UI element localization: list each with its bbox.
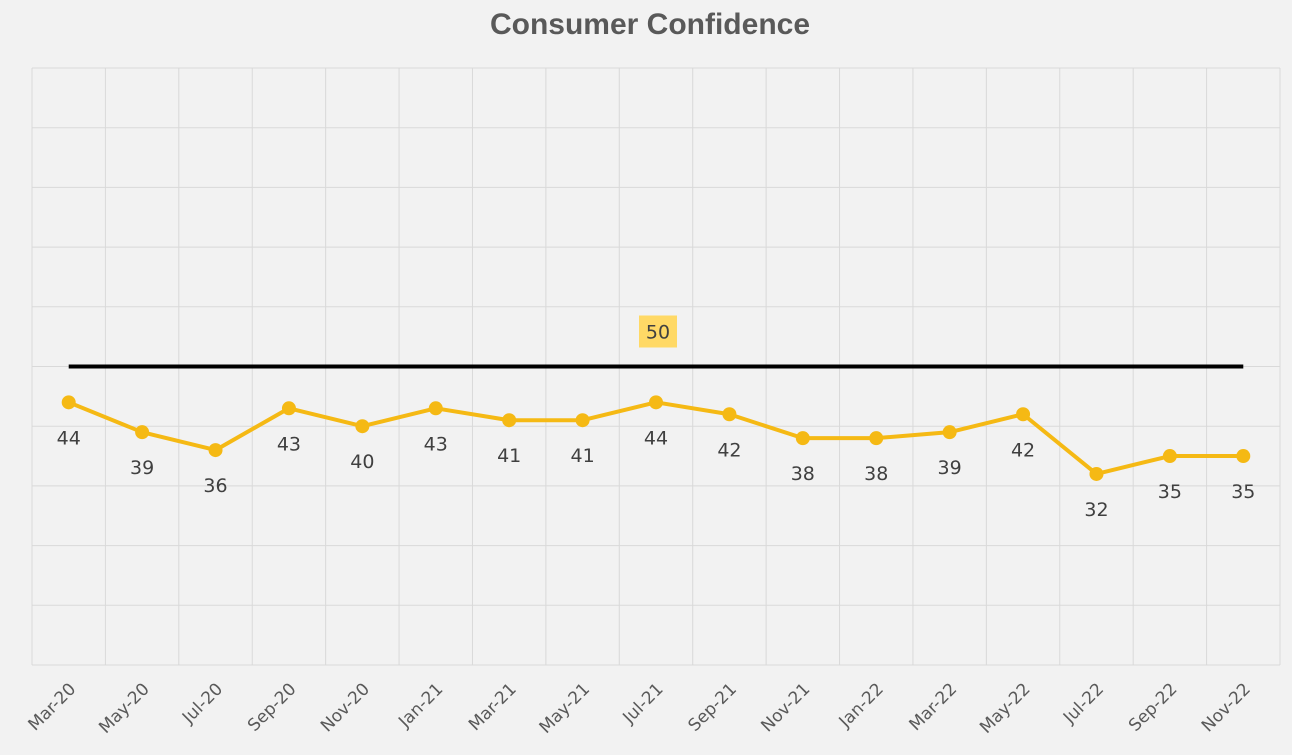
data-label: 36 [203, 475, 227, 497]
data-point [1016, 407, 1031, 422]
chart-title: Consumer Confidence [490, 8, 810, 41]
data-label: 35 [1231, 481, 1255, 503]
data-label: 43 [277, 433, 301, 455]
data-point [795, 431, 810, 446]
data-label: 42 [1011, 439, 1035, 461]
data-point [649, 395, 663, 410]
data-label: 32 [1084, 499, 1108, 521]
data-point [502, 413, 517, 428]
data-labels: 44 39 36 43 40 43 41 41 44 42 38 38 39 42 32 35 35 [57, 427, 1256, 521]
data-label: 38 [791, 463, 815, 485]
data-point [1089, 466, 1104, 481]
data-point [575, 413, 590, 428]
data-point [135, 425, 150, 440]
data-label: 41 [497, 445, 521, 467]
data-label: 44 [57, 427, 81, 449]
data-label: 35 [1158, 481, 1182, 503]
data-point [208, 443, 223, 458]
data-point [281, 401, 296, 416]
data-point [942, 425, 957, 440]
data-label: 43 [424, 433, 448, 455]
data-label: 40 [350, 451, 374, 473]
reference-label: 50 [646, 322, 670, 344]
data-label: 39 [130, 457, 154, 479]
reference-line-group: 50 [68, 315, 1244, 369]
series-group [61, 395, 1251, 481]
data-point [355, 419, 370, 434]
data-label: 39 [938, 457, 962, 479]
data-point [1162, 449, 1177, 464]
data-label: 44 [644, 427, 668, 449]
data-point [869, 431, 884, 446]
data-label: 42 [717, 439, 741, 461]
reference-label-bg [639, 315, 677, 348]
data-point [61, 395, 76, 410]
data-label: 41 [570, 445, 594, 467]
data-point [1236, 449, 1251, 464]
data-point [428, 401, 443, 416]
data-label: 38 [864, 463, 888, 485]
data-point [722, 407, 737, 422]
